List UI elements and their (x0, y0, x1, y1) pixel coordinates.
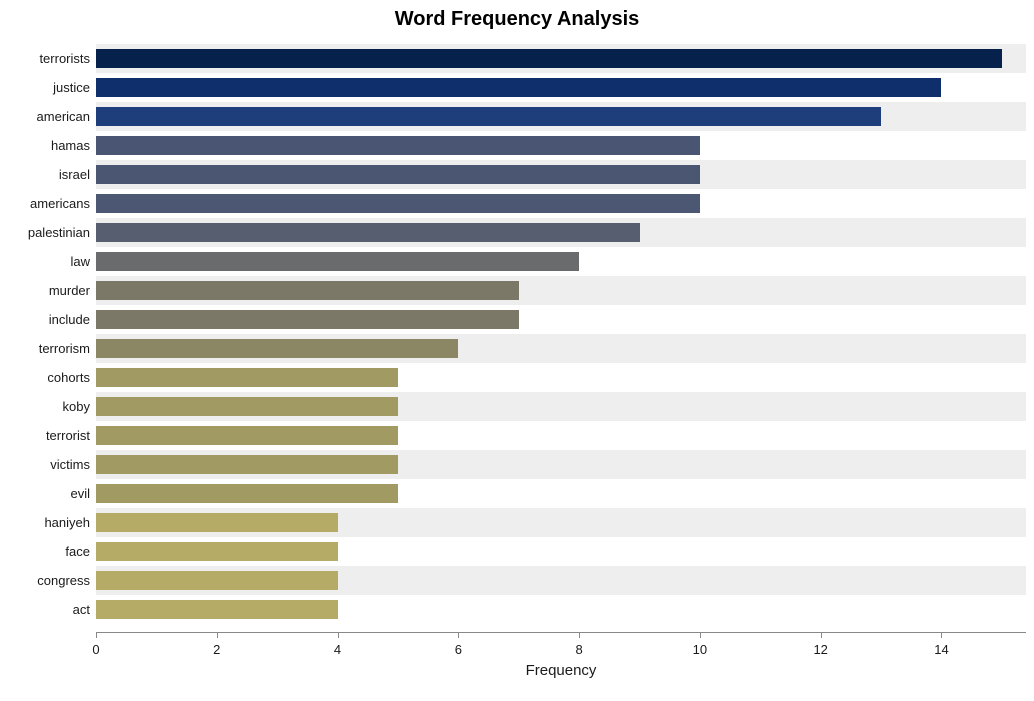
y-tick-label: act (73, 602, 90, 617)
plot-area (96, 36, 1026, 632)
x-tick (579, 632, 580, 638)
y-tick-label: terrorists (39, 51, 90, 66)
y-tick-label: palestinian (28, 225, 90, 240)
bar (96, 78, 941, 98)
bar (96, 281, 519, 301)
y-tick-label: hamas (51, 138, 90, 153)
y-tick-label: evil (70, 486, 90, 501)
x-tick (700, 632, 701, 638)
y-tick-label: haniyeh (44, 515, 90, 530)
x-tick-label: 8 (575, 642, 582, 657)
chart-container: Word Frequency Analysis Frequency terror… (0, 0, 1034, 701)
bar (96, 194, 700, 214)
y-tick-label: israel (59, 167, 90, 182)
bar (96, 310, 519, 330)
bar (96, 571, 338, 591)
y-tick-label: terrorism (39, 341, 90, 356)
bar (96, 165, 700, 185)
x-tick (96, 632, 97, 638)
x-tick (821, 632, 822, 638)
x-tick-label: 14 (934, 642, 948, 657)
x-axis-title: Frequency (96, 662, 1026, 679)
y-tick-label: congress (37, 573, 90, 588)
bar (96, 339, 458, 359)
y-tick-label: law (70, 254, 90, 269)
y-tick-label: include (49, 312, 90, 327)
y-tick-label: terrorist (46, 428, 90, 443)
bar (96, 223, 640, 243)
x-tick-label: 0 (92, 642, 99, 657)
x-tick-label: 6 (455, 642, 462, 657)
bar (96, 455, 398, 475)
bar (96, 252, 579, 272)
y-tick-label: cohorts (47, 370, 90, 385)
y-tick-label: american (37, 109, 90, 124)
x-tick (458, 632, 459, 638)
bar (96, 484, 398, 504)
y-tick-label: justice (53, 80, 90, 95)
x-tick-label: 4 (334, 642, 341, 657)
x-axis-line (96, 632, 1026, 633)
y-tick-label: face (65, 544, 90, 559)
bar (96, 136, 700, 156)
y-tick-label: koby (63, 399, 90, 414)
bar (96, 368, 398, 388)
chart-title: Word Frequency Analysis (0, 8, 1034, 31)
x-tick (217, 632, 218, 638)
x-tick-label: 10 (693, 642, 707, 657)
bar (96, 397, 398, 417)
x-tick (941, 632, 942, 638)
x-tick (338, 632, 339, 638)
bar (96, 49, 1002, 69)
y-tick-label: murder (49, 283, 90, 298)
bar (96, 107, 881, 127)
bar (96, 426, 398, 446)
bar (96, 542, 338, 562)
y-tick-label: americans (30, 196, 90, 211)
x-tick-label: 12 (813, 642, 827, 657)
x-tick-label: 2 (213, 642, 220, 657)
y-tick-label: victims (50, 457, 90, 472)
bar (96, 600, 338, 620)
bar (96, 513, 338, 533)
